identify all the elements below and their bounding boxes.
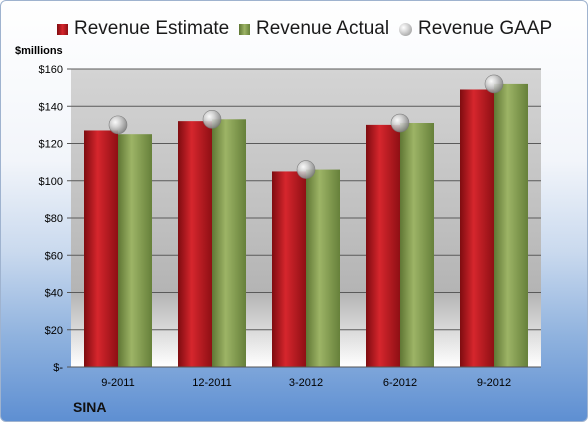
legend-label-gaap: Revenue GAAP bbox=[418, 18, 553, 39]
bar-revenue-actual bbox=[400, 123, 434, 367]
legend-item-estimate: Revenue Estimate bbox=[57, 15, 229, 43]
y-axis-tick-label: $- bbox=[53, 362, 63, 374]
bar-revenue-estimate bbox=[84, 130, 118, 367]
bar-revenue-estimate bbox=[460, 89, 494, 368]
x-axis-tick-label: 3-2012 bbox=[289, 377, 323, 389]
legend-item-actual: Revenue Actual bbox=[239, 15, 389, 43]
y-axis-tick-label: $80 bbox=[45, 213, 63, 225]
legend-item-gaap: Revenue GAAP bbox=[399, 15, 552, 43]
y-axis-tick-label: $120 bbox=[39, 139, 63, 151]
bar-revenue-actual bbox=[306, 169, 340, 367]
y-axis-tick-label: $140 bbox=[39, 101, 63, 113]
marker-revenue-gaap bbox=[484, 74, 504, 94]
bar-revenue-actual bbox=[212, 119, 246, 367]
legend-swatch-estimate bbox=[57, 23, 68, 35]
bar-revenue-actual bbox=[494, 83, 528, 368]
y-axis-tick-label: $60 bbox=[45, 250, 63, 262]
marker-revenue-gaap bbox=[390, 113, 410, 133]
marker-revenue-gaap bbox=[108, 115, 128, 135]
y-axis-tick-labels: $- $20 $40 $60 $80 $100 $120 $140 $160 bbox=[39, 64, 64, 374]
company-label: SINA bbox=[73, 399, 107, 415]
legend: Revenue Estimate Revenue Actual Revenue … bbox=[1, 15, 587, 43]
y-axis-tick-label: $100 bbox=[39, 176, 63, 188]
legend-label-estimate: Revenue Estimate bbox=[74, 18, 230, 39]
x-axis-tick-label: 12-2011 bbox=[192, 377, 232, 389]
y-axis-tick-label: $20 bbox=[45, 325, 63, 337]
legend-marker-gaap bbox=[399, 22, 412, 36]
bar-revenue-estimate bbox=[272, 171, 306, 367]
y-axis-tick-label: $40 bbox=[45, 288, 63, 300]
bar-revenue-estimate bbox=[178, 121, 212, 368]
y-axis-tick-label: $160 bbox=[39, 64, 63, 76]
bar-revenue-actual bbox=[118, 134, 152, 367]
legend-swatch-actual bbox=[239, 23, 250, 35]
bar-revenue-estimate bbox=[366, 124, 400, 367]
marker-revenue-gaap bbox=[202, 109, 222, 129]
x-axis-tick-label: 6-2012 bbox=[383, 377, 417, 389]
bars bbox=[84, 83, 528, 368]
x-axis-tick-label: 9-2012 bbox=[477, 377, 511, 389]
x-axis-tick-label: 9-2011 bbox=[101, 377, 134, 389]
legend-label-actual: Revenue Actual bbox=[256, 18, 390, 39]
x-axis-tick-labels: 9-2011 12-2011 3-2012 6-2012 9-2012 bbox=[101, 377, 511, 389]
marker-revenue-gaap bbox=[296, 160, 316, 179]
y-axis-unit-label: $millions bbox=[15, 45, 63, 57]
gaap-markers bbox=[108, 74, 504, 179]
